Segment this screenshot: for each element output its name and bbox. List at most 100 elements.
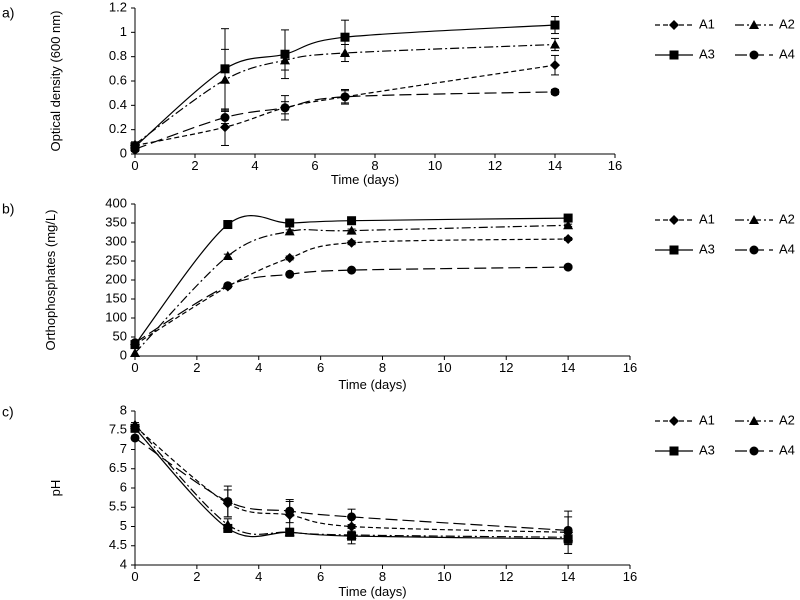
x-tick-label: 4 [255,360,262,375]
data-point [563,213,573,223]
data-point [130,144,140,154]
data-point [220,64,230,74]
series-line [134,91,556,150]
x-tick-label: 10 [437,360,451,375]
y-tick-label: 0.4 [109,97,127,112]
legend-marker [669,446,679,456]
x-tick-label: 0 [131,158,138,173]
x-tick-label: 10 [437,569,451,584]
legend-item-a2: A2 [735,16,795,31]
x-tick-label: 6 [311,158,318,173]
chart-panel-3: c) 4 4.5 5 5.5 6 6.5 7 7.5 8 0 2 4 6 8 10 12 14 16 Time (da… [2,402,795,599]
legend-marker [669,50,679,60]
data-point [347,265,357,275]
y-tick-label: 0 [120,145,127,160]
x-tick-label: 12 [488,158,502,173]
data-point [563,262,573,272]
legend-item-a3: A3 [655,241,715,256]
x-tick-label: 8 [379,569,386,584]
legend-label: A3 [699,46,715,61]
x-axis-title: Time (days) [338,584,406,599]
legend-marker [669,416,679,426]
y-tick-label: 400 [105,195,127,210]
y-tick-label: 200 [105,271,127,286]
panel-label: b) [2,201,14,217]
y-tick-label: 350 [105,214,127,229]
data-point [285,269,295,279]
x-tick-label: 4 [255,569,262,584]
legend-marker [749,20,759,29]
series-a2 [130,220,574,357]
y-tick-label: 1.2 [109,0,127,14]
series-a1 [130,233,574,350]
legend: A1 A2 A3 A4 [655,412,795,457]
x-tick-label: 16 [623,360,637,375]
data-point [340,32,350,42]
data-point [550,87,560,97]
legend-label: A3 [699,442,715,457]
x-tick-label: 4 [251,158,258,173]
y-tick-label: 100 [105,309,127,324]
x-tick-label: 2 [191,158,198,173]
y-tick-label: 7.5 [109,422,127,437]
data-point [220,113,230,122]
x-tick-label: 8 [379,360,386,375]
y-tick-label: 150 [105,290,127,305]
x-tick-label: 12 [499,569,513,584]
x-tick-label: 14 [548,158,562,173]
y-tick-label: 0.8 [109,48,127,63]
y-tick-label: 6.5 [109,460,127,475]
y-tick-label: 0.2 [109,121,127,136]
x-tick-label: 10 [428,158,442,173]
legend-marker [749,50,759,60]
data-point [130,433,140,443]
series-line [134,424,569,538]
legend-item-a3: A3 [655,46,715,61]
series-a4 [130,87,560,154]
series-a4 [130,262,573,348]
data-point [550,20,560,30]
y-tick-label: 300 [105,233,127,248]
legend-label: A1 [699,211,715,226]
x-tick-label: 2 [193,569,200,584]
x-tick-label: 0 [131,569,138,584]
series-line [134,238,569,346]
data-point [563,233,574,244]
data-point [347,216,357,226]
legend-marker [749,446,759,456]
data-point [284,252,295,263]
series-line [134,215,569,345]
data-point [130,347,140,357]
data-point [346,521,357,532]
data-point [563,525,573,535]
legend-marker [749,215,759,224]
legend-label: A2 [779,211,795,226]
legend-item-a2: A2 [735,211,795,226]
data-point [130,338,140,348]
y-tick-label: 4.5 [109,537,127,552]
legend-label: A2 [779,412,795,427]
panel-label: c) [2,404,14,420]
x-tick-label: 14 [561,569,575,584]
y-tick-label: 6 [120,479,127,494]
y-tick-label: 0.6 [109,72,127,87]
legend-item-a4: A4 [735,442,795,457]
series-line [134,43,556,145]
legend: A1 A2 A3 A4 [655,16,795,61]
data-point [550,60,560,71]
y-tick-label: 5 [120,518,127,533]
chart-panel-2: b) 0 50 100 150 200 250 300 350 400 0 2 4 6 8 10 12 14 16 T… [2,195,795,392]
data-point [285,527,295,537]
legend-marker [749,416,759,425]
series-line [134,224,569,354]
data-point [563,220,574,230]
series-a4 [130,433,573,545]
data-point [280,103,290,113]
chart-panel-1: a) 0 0.2 0.4 0.6 0.8 1 1.2 0 2 4 6 8 10 12 14 16 Time (da… [2,0,795,187]
legend-label: A4 [779,442,795,457]
data-point [223,496,233,506]
legend-label: A1 [699,412,715,427]
series-line [134,24,556,148]
x-tick-label: 6 [317,569,324,584]
legend-item-a1: A1 [655,211,715,226]
